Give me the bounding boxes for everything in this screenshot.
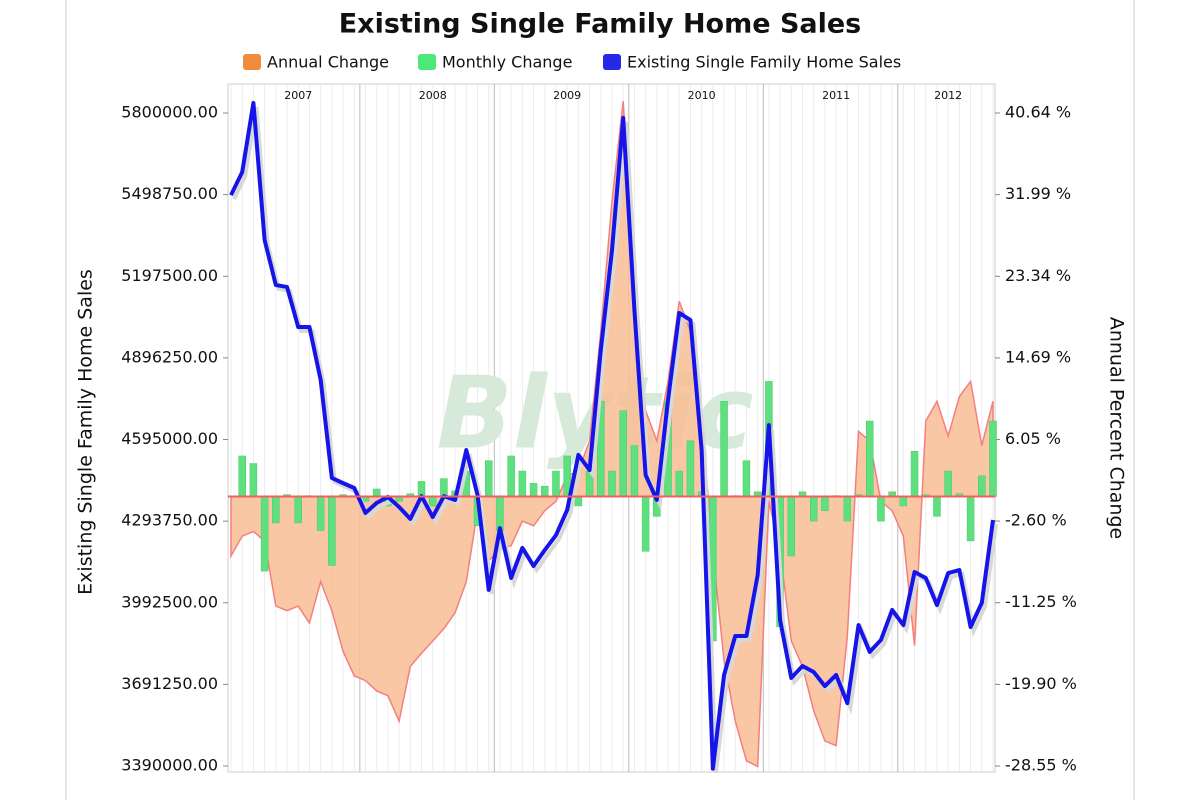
y2-tick-label: -2.60 % — [1005, 511, 1067, 530]
y2-tick-label: -11.25 % — [1005, 592, 1077, 611]
y-tick-label: 3390000.00 — [121, 756, 218, 775]
monthly-change-bar — [989, 420, 997, 497]
legend-swatch — [243, 54, 261, 70]
year-label: 2008 — [419, 89, 447, 102]
monthly-change-bar — [552, 470, 560, 497]
monthly-change-bar — [966, 496, 975, 542]
y-tick-label: 4896250.00 — [121, 347, 218, 366]
monthly-change-bar — [294, 496, 302, 524]
year-label: 2011 — [822, 89, 850, 102]
monthly-change-bar — [865, 420, 874, 497]
monthly-change-bar — [809, 496, 818, 522]
y-axis-label: Existing Single Family Home Sales — [75, 269, 97, 595]
monthly-change-bar — [821, 496, 829, 511]
monthly-change-bar — [372, 488, 381, 497]
y2-tick-label: -19.90 % — [1005, 674, 1077, 693]
monthly-change-bar — [541, 485, 549, 497]
y2-axis-label: Annual Percent Change — [1106, 317, 1128, 539]
y2-tick-label: 23.34 % — [1005, 266, 1071, 285]
year-label: 2010 — [688, 89, 716, 102]
monthly-change-bar — [787, 496, 796, 557]
monthly-change-bar — [574, 496, 583, 507]
chart-title: Existing Single Family Home Sales — [339, 9, 862, 40]
monthly-change-bar — [843, 496, 852, 522]
monthly-change-bar — [260, 496, 269, 572]
monthly-change-bar — [675, 470, 683, 497]
monthly-change-bar — [518, 470, 527, 497]
y2-tick-label: 14.69 % — [1005, 347, 1071, 366]
monthly-change-bar — [877, 496, 885, 522]
y2-tick-label: 31.99 % — [1005, 184, 1071, 203]
y-tick-label: 5498750.00 — [121, 184, 218, 203]
monthly-change-bar — [496, 496, 504, 531]
monthly-change-bar — [238, 455, 246, 497]
legend-label: Monthly Change — [442, 53, 572, 72]
y-tick-label: 4293750.00 — [121, 511, 218, 530]
y-tick-label: 5800000.00 — [121, 103, 218, 122]
y2-tick-label: 40.64 % — [1005, 103, 1071, 122]
monthly-change-bar — [944, 470, 952, 497]
monthly-change-bar — [328, 496, 336, 566]
y2-tick-label: 6.05 % — [1005, 429, 1061, 448]
legend-swatch — [418, 54, 436, 70]
monthly-change-bar — [742, 460, 751, 497]
monthly-change-bar — [641, 496, 650, 552]
year-label: 2012 — [934, 89, 962, 102]
legend-label: Existing Single Family Home Sales — [627, 53, 901, 72]
monthly-change-bar — [440, 478, 448, 497]
y-tick-label: 4595000.00 — [121, 429, 218, 448]
monthly-change-bar — [910, 451, 919, 497]
monthly-change-bar — [619, 410, 627, 497]
monthly-change-bar — [933, 496, 941, 517]
monthly-change-bar — [978, 475, 986, 497]
monthly-change-bar — [720, 400, 728, 497]
monthly-change-bar — [249, 463, 258, 497]
y-tick-label: 3992500.00 — [121, 592, 218, 611]
monthly-change-bar — [428, 496, 437, 507]
monthly-change-bar — [529, 483, 538, 497]
y-tick-label: 5197500.00 — [121, 266, 218, 285]
y2-tick-label: -28.55 % — [1005, 756, 1077, 775]
monthly-change-bar — [272, 496, 280, 524]
monthly-change-bar — [507, 455, 515, 497]
monthly-change-bar — [316, 496, 325, 531]
monthly-change-bar — [899, 496, 908, 507]
y-tick-label: 3691250.00 — [121, 674, 218, 693]
year-label: 2009 — [553, 89, 581, 102]
year-label: 2007 — [284, 89, 312, 102]
monthly-change-bar — [630, 445, 639, 497]
legend-label: Annual Change — [267, 53, 389, 72]
legend-swatch — [603, 54, 621, 70]
monthly-change-bar — [484, 460, 493, 497]
monthly-change-bar — [608, 470, 616, 497]
monthly-change-bar — [686, 440, 695, 497]
